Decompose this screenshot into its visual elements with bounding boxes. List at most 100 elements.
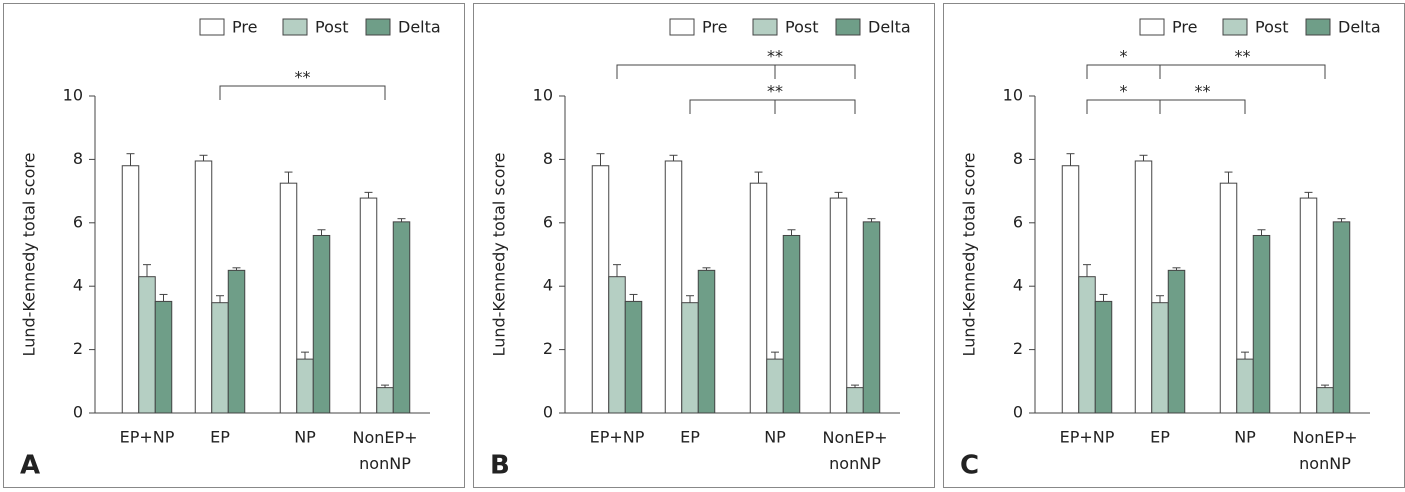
y-tick-label: 10 (1003, 86, 1023, 105)
y-tick-label: 6 (543, 212, 553, 231)
panel-label: C (960, 451, 979, 481)
bar (121, 165, 140, 414)
x-tick-label: EP+NP (1060, 428, 1115, 447)
x-tick-label: EP+NP (120, 428, 175, 447)
significance-label: ** (1195, 82, 1211, 101)
bar (608, 276, 626, 414)
y-tick-label: 10 (533, 86, 553, 105)
bar (154, 300, 173, 414)
y-tick-label: 4 (73, 276, 83, 295)
panel-label: A (20, 451, 40, 481)
bar (392, 221, 411, 414)
x-tick-label: NonEP+ nonNP (1292, 428, 1357, 473)
legend-swatch (752, 18, 778, 36)
bar (296, 358, 314, 414)
bar (1332, 221, 1351, 414)
significance-label: ** (1235, 47, 1251, 66)
bar (279, 182, 298, 414)
legend-label: Post (785, 18, 818, 37)
y-tick-label: 2 (73, 339, 83, 358)
panel: A 0 2 4 6 8 10 Lund-Kennedy total score EP+NP EP N… (3, 3, 465, 488)
bar (624, 300, 643, 414)
y-tick-label: 0 (1013, 403, 1023, 422)
bar (697, 269, 716, 414)
bar (1078, 276, 1096, 414)
significance-label: ** (295, 68, 311, 87)
y-tick-label: 6 (1013, 212, 1023, 231)
legend-label: Delta (868, 18, 911, 37)
bracket (1086, 99, 1246, 114)
x-tick-label: EP (1150, 428, 1170, 447)
y-tick-label: 4 (543, 276, 553, 295)
legend-label: Post (1255, 18, 1288, 37)
bar (138, 276, 156, 414)
legend-swatch (1305, 18, 1331, 36)
significance-label: ** (767, 82, 783, 101)
legend-swatch (282, 18, 308, 36)
bar (227, 269, 246, 414)
bar (376, 387, 394, 414)
bar (1061, 165, 1080, 414)
y-tick-label: 8 (73, 149, 83, 168)
y-tick-label: 2 (1013, 339, 1023, 358)
bar (211, 302, 229, 414)
x-tick-label: EP+NP (590, 428, 645, 447)
legend-swatch (835, 18, 861, 36)
y-axis-label: Lund-Kennedy total score (490, 153, 509, 357)
y-axis-label: Lund-Kennedy total score (960, 153, 979, 357)
y-tick-label: 8 (543, 149, 553, 168)
bar (664, 160, 683, 414)
bar (359, 197, 378, 414)
panel-border (473, 3, 935, 488)
bar (1299, 197, 1318, 414)
legend-label: Post (315, 18, 348, 37)
y-tick-label: 6 (73, 212, 83, 231)
legend-swatch (669, 18, 695, 36)
legend-swatch (1222, 18, 1248, 36)
legend-label: Pre (702, 18, 727, 37)
bar (846, 387, 864, 414)
legend-label: Pre (232, 18, 257, 37)
significance-label: * (1120, 82, 1128, 101)
y-axis-label: Lund-Kennedy total score (20, 153, 39, 357)
x-tick-label: NonEP+ nonNP (352, 428, 417, 473)
panel: C 0 2 4 6 8 10 Lund-Kennedy total score EP+NP EP N… (943, 3, 1405, 488)
bar (1151, 302, 1169, 414)
bar (1252, 234, 1271, 414)
bar (681, 302, 699, 414)
x-tick-label: EP (210, 428, 230, 447)
bracket (1086, 64, 1326, 79)
bar (591, 165, 610, 414)
bar (829, 197, 848, 414)
bar (312, 234, 331, 414)
y-tick-label: 4 (1013, 276, 1023, 295)
bar (1236, 358, 1254, 414)
x-tick-label: EP (680, 428, 700, 447)
x-tick-label: NP (764, 428, 786, 447)
panel-label: B (490, 451, 510, 481)
bracket (219, 85, 386, 100)
legend-label: Delta (398, 18, 441, 37)
significance-label: * (1120, 47, 1128, 66)
y-tick-label: 8 (1013, 149, 1023, 168)
panel-border (3, 3, 465, 488)
bar (1167, 269, 1186, 414)
bar (1094, 300, 1113, 414)
x-tick-label: NP (1234, 428, 1256, 447)
legend-label: Pre (1172, 18, 1197, 37)
bar (1134, 160, 1153, 414)
y-tick-label: 2 (543, 339, 553, 358)
panel: B 0 2 4 6 8 10 Lund-Kennedy total score EP+NP EP N… (473, 3, 935, 488)
bar (862, 221, 881, 414)
bar (194, 160, 213, 414)
bar (782, 234, 801, 414)
y-tick-label: 0 (543, 403, 553, 422)
y-tick-label: 0 (73, 403, 83, 422)
x-tick-label: NonEP+ nonNP (822, 428, 887, 473)
legend-swatch (365, 18, 391, 36)
bracket (616, 64, 856, 79)
bar (749, 182, 768, 414)
bar (1316, 387, 1334, 414)
bar (766, 358, 784, 414)
